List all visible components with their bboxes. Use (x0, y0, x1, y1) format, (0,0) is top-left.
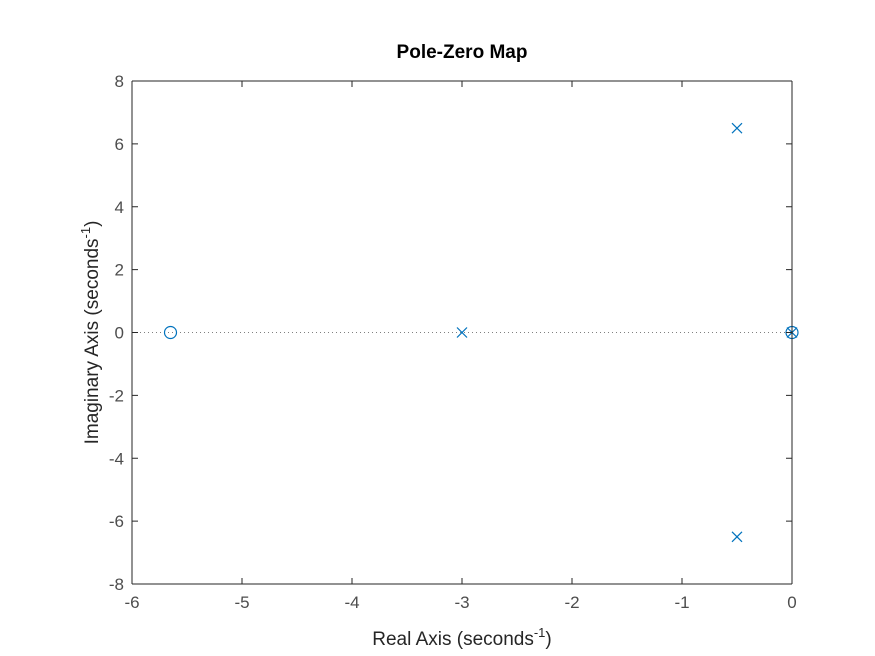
x-axis-label-text: Real Axis (seconds (372, 629, 534, 650)
x-tick-label: -5 (234, 593, 249, 612)
y-axis-label-superscript: -1 (78, 227, 93, 239)
y-tick-label: -2 (109, 386, 124, 405)
y-ticks-group: -8 -6 -4 -2 0 2 4 6 8 (109, 72, 792, 594)
y-tick-label: -4 (109, 449, 124, 468)
chart-title: Pole-Zero Map (397, 42, 528, 63)
pole-marker-stroke (456, 327, 468, 338)
y-tick-label: 2 (115, 261, 124, 280)
y-tick-label: -6 (109, 512, 124, 531)
y-tick-label: 0 (115, 324, 124, 343)
x-axis-label-superscript: -1 (534, 625, 546, 640)
x-axis-label-close: ) (545, 629, 551, 650)
y-tick-label: 4 (115, 198, 124, 217)
x-tick-label: -2 (564, 593, 579, 612)
x-tick-label: 0 (787, 593, 796, 612)
pole-marker-stroke (731, 122, 743, 134)
y-tick-label: 8 (115, 72, 124, 91)
y-tick-label: -8 (109, 575, 124, 594)
y-tick-label: 6 (115, 135, 124, 154)
x-tick-label: -1 (674, 593, 689, 612)
pole-marker (731, 531, 743, 543)
y-axis-label-text: Imaginary Axis (seconds (82, 238, 103, 444)
y-axis-label-close: ) (82, 221, 103, 227)
pole-marker-stroke (731, 531, 743, 543)
x-tick-label: -3 (454, 593, 469, 612)
pole-marker (456, 327, 468, 338)
pole-marker (731, 122, 743, 134)
x-axis-label: Real Axis (seconds-1) (372, 625, 551, 650)
x-tick-label: -4 (344, 593, 359, 612)
x-tick-label: -6 (124, 593, 139, 612)
y-axis-label: Imaginary Axis (seconds-1) (78, 221, 103, 445)
x-ticks-group: -6 -5 -4 -3 -2 -1 0 (124, 81, 797, 612)
zero-marker (163, 325, 178, 340)
